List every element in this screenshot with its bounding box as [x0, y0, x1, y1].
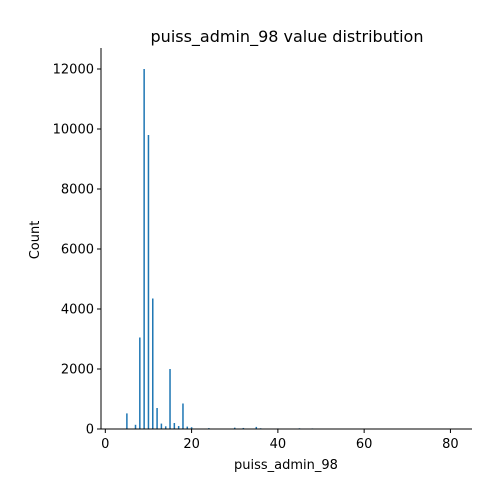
bars-group	[126, 69, 456, 429]
histogram-bar-2	[139, 337, 141, 429]
y-axis: 0 2000 4000 6000 8000 10000 12000	[53, 48, 102, 438]
y-tick-label-2: 4000	[61, 303, 94, 318]
y-tick-label-0: 0	[86, 423, 94, 438]
x-tick-label-3: 60	[356, 437, 373, 452]
x-axis: 0 20 40 60 80	[101, 428, 472, 452]
y-tick-label-4: 8000	[61, 183, 94, 198]
histogram-bar-5	[152, 298, 154, 429]
x-tick-label-4: 80	[442, 437, 459, 452]
histogram-bar-16	[233, 427, 236, 429]
histogram-bar-9	[169, 369, 171, 429]
histogram-bar-8	[164, 426, 167, 429]
histogram-bar-10	[173, 423, 176, 429]
histogram-bar-0	[126, 413, 128, 429]
histogram-bar-17	[242, 427, 245, 429]
histogram-bar-18	[255, 426, 258, 429]
x-tick-label-0: 0	[101, 437, 109, 452]
histogram-bar-3	[143, 69, 145, 429]
histogram-bar-14	[190, 427, 193, 429]
histogram-bar-1	[134, 424, 137, 429]
y-tick-label-5: 10000	[53, 123, 94, 138]
y-tick-label-1: 2000	[61, 363, 94, 378]
x-tick-label-2: 40	[270, 437, 287, 452]
histogram-bar-6	[156, 408, 158, 429]
histogram-bar-11	[177, 426, 180, 429]
histogram-bar-4	[147, 135, 150, 429]
chart-title: puiss_admin_98 value distribution	[151, 27, 424, 47]
histogram-bar-13	[186, 426, 189, 429]
x-tick-label-1: 20	[183, 437, 200, 452]
x-axis-label: puiss_admin_98	[234, 458, 338, 473]
histogram-bar-12	[182, 403, 184, 429]
y-tick-label-6: 12000	[53, 63, 94, 78]
y-tick-label-3: 6000	[61, 243, 94, 258]
histogram-bar-7	[160, 423, 163, 429]
y-axis-label: Count	[28, 221, 43, 260]
